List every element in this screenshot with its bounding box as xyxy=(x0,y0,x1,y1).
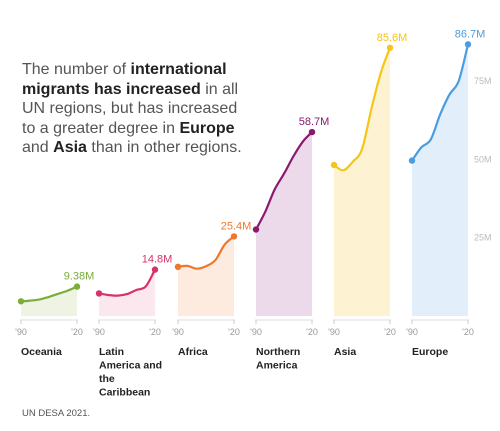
point-northern-america-2020 xyxy=(308,128,316,136)
x-tick-label-northern-america-0: '90 xyxy=(250,327,262,337)
headline-bold-asia: Asia xyxy=(53,139,87,156)
point-latin-america-and-the-caribbean-1990 xyxy=(95,290,103,297)
headline-part-3: and xyxy=(22,139,54,156)
region-label-asia-0: Asia xyxy=(334,346,356,358)
point-oceania-1990 xyxy=(17,298,25,305)
line-africa xyxy=(176,235,236,270)
line-oceania xyxy=(19,285,79,303)
x-tick-label-africa-1: '20 xyxy=(228,327,240,337)
value-label-northern-america: 58.7M xyxy=(299,116,330,128)
area-fill-northern-america xyxy=(256,132,312,316)
y-axis-label-0: 25M xyxy=(474,233,492,243)
region-label-europe-0: Europe xyxy=(412,346,448,358)
source-note: UN DESA 2021. xyxy=(22,408,91,419)
area-fill-oceania xyxy=(21,286,77,316)
point-africa-1990 xyxy=(174,263,182,271)
point-europe-2020 xyxy=(464,41,472,48)
headline-part-1: The number of xyxy=(22,61,131,78)
x-tick-label-asia-0: '90 xyxy=(328,327,340,337)
headline-part-2: in all UN regions, but has increased to … xyxy=(22,80,239,137)
x-tick-label-latin-america-and-the-caribbean-1: '20 xyxy=(149,327,161,337)
point-africa-2020 xyxy=(230,233,238,240)
point-oceania-2020 xyxy=(73,283,81,290)
region-label-latin-america-and-the-caribbean-1: America and xyxy=(99,360,162,372)
x-tick-label-europe-1: '20 xyxy=(462,327,474,337)
point-northern-america-1990 xyxy=(252,226,260,233)
y-axis-label-1: 50M xyxy=(474,154,492,164)
value-label-europe: 86.7M xyxy=(455,28,486,40)
area-fill-europe xyxy=(412,44,468,317)
x-tick-label-asia-1: '20 xyxy=(384,327,396,337)
point-latin-america-and-the-caribbean-2020 xyxy=(151,266,159,273)
region-label-northern-america-1: America xyxy=(256,360,298,372)
value-label-latin-america-and-the-caribbean: 14.8M xyxy=(142,254,173,266)
region-label-africa-0: Africa xyxy=(178,346,208,358)
area-fill-latin-america-and-the-caribbean xyxy=(99,269,155,316)
region-label-latin-america-and-the-caribbean-3: Caribbean xyxy=(99,387,150,399)
y-axis-label-2: 75M xyxy=(474,76,492,86)
region-label-latin-america-and-the-caribbean-0: Latin xyxy=(99,346,124,358)
x-tick-label-latin-america-and-the-caribbean-0: '90 xyxy=(93,327,105,337)
region-label-latin-america-and-the-caribbean-2: the xyxy=(99,373,115,385)
value-label-oceania: 9.38M xyxy=(64,271,95,283)
headline-part-4: than in other regions. xyxy=(86,139,242,156)
area-fill-africa xyxy=(178,236,234,316)
point-europe-1990 xyxy=(408,157,416,164)
line-europe xyxy=(410,43,470,162)
line-northern-america xyxy=(254,131,314,231)
x-tick-label-oceania-1: '20 xyxy=(71,327,83,337)
region-label-northern-america-0: Northern xyxy=(256,346,300,358)
x-tick-label-northern-america-1: '20 xyxy=(306,327,318,337)
value-label-africa: 25.4M xyxy=(221,220,252,232)
region-label-oceania-0: Oceania xyxy=(21,346,62,358)
point-asia-2020 xyxy=(386,44,394,51)
x-tick-label-europe-0: '90 xyxy=(406,327,418,337)
value-label-asia: 85.6M xyxy=(377,32,408,44)
headline-bold-europe: Europe xyxy=(179,119,235,137)
x-tick-label-africa-0: '90 xyxy=(172,327,184,337)
line-latin-america-and-the-caribbean xyxy=(97,268,157,297)
x-tick-label-oceania-0: '90 xyxy=(15,327,27,337)
headline-text: The number of international migrants has… xyxy=(22,60,252,158)
area-fill-asia xyxy=(334,47,390,317)
headline-bold-1: international migrants has increased xyxy=(22,61,227,98)
point-asia-1990 xyxy=(330,161,338,169)
